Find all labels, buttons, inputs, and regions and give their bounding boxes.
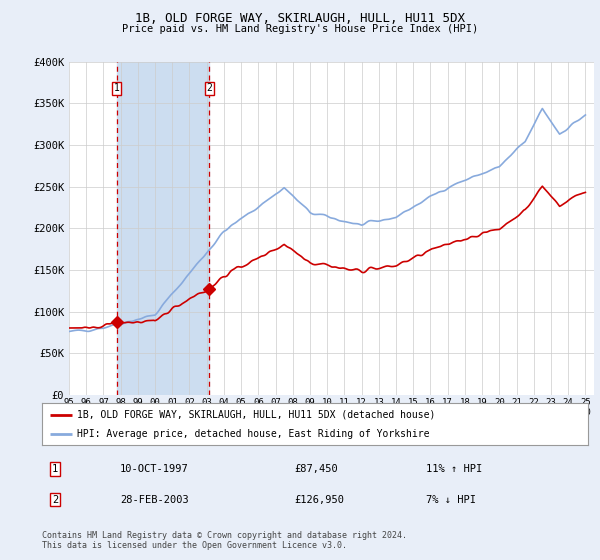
Text: 2: 2 — [52, 494, 58, 505]
Text: 11% ↑ HPI: 11% ↑ HPI — [426, 464, 482, 474]
Text: 2: 2 — [206, 83, 212, 94]
Bar — [117, 62, 209, 395]
Text: 1B, OLD FORGE WAY, SKIRLAUGH, HULL, HU11 5DX: 1B, OLD FORGE WAY, SKIRLAUGH, HULL, HU11… — [135, 12, 465, 25]
Text: £126,950: £126,950 — [294, 494, 344, 505]
Text: HPI: Average price, detached house, East Riding of Yorkshire: HPI: Average price, detached house, East… — [77, 429, 430, 439]
Text: 28-FEB-2003: 28-FEB-2003 — [120, 494, 189, 505]
Text: 1: 1 — [114, 83, 120, 94]
Text: 7% ↓ HPI: 7% ↓ HPI — [426, 494, 476, 505]
Text: 1: 1 — [52, 464, 58, 474]
Text: Price paid vs. HM Land Registry's House Price Index (HPI): Price paid vs. HM Land Registry's House … — [122, 24, 478, 34]
Text: 10-OCT-1997: 10-OCT-1997 — [120, 464, 189, 474]
Text: Contains HM Land Registry data © Crown copyright and database right 2024.
This d: Contains HM Land Registry data © Crown c… — [42, 531, 407, 550]
Text: £87,450: £87,450 — [294, 464, 338, 474]
Text: 1B, OLD FORGE WAY, SKIRLAUGH, HULL, HU11 5DX (detached house): 1B, OLD FORGE WAY, SKIRLAUGH, HULL, HU11… — [77, 409, 436, 419]
